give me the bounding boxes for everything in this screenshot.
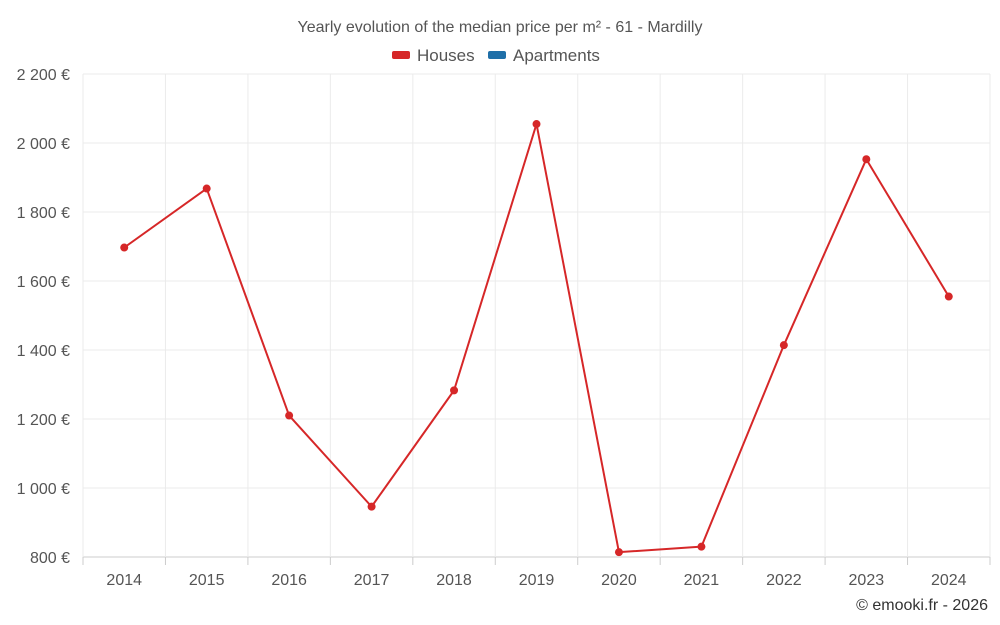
y-tick-label: 1 600 € — [17, 274, 70, 291]
y-tick-label: 2 000 € — [17, 136, 70, 153]
chart-title: Yearly evolution of the median price per… — [298, 19, 703, 36]
y-axis: 800 € 1 000 € 1 200 € 1 400 € 1 600 € 1 800 €… — [17, 67, 70, 567]
x-tick-label: 2016 — [271, 572, 307, 589]
y-tick-label: 800 € — [30, 550, 70, 567]
grid — [82, 73, 991, 558]
x-tick-label: 2024 — [931, 572, 967, 589]
series-houses — [120, 120, 953, 557]
y-tick-label: 1 800 € — [17, 205, 70, 222]
data-point[interactable] — [944, 292, 953, 301]
data-point[interactable] — [779, 341, 788, 350]
legend-label-apartments[interactable]: Apartments — [513, 46, 600, 65]
data-point[interactable] — [532, 120, 541, 129]
y-tick-label: 2 200 € — [17, 67, 70, 84]
legend: Houses Apartments — [392, 46, 600, 65]
data-point[interactable] — [120, 243, 129, 252]
x-tick-label: 2018 — [436, 572, 472, 589]
x-tick-label: 2014 — [106, 572, 142, 589]
x-tick-label: 2021 — [684, 572, 720, 589]
data-point[interactable] — [697, 542, 706, 551]
x-tick-label: 2022 — [766, 572, 802, 589]
x-tick-label: 2015 — [189, 572, 225, 589]
y-tick-label: 1 200 € — [17, 412, 70, 429]
data-point[interactable] — [285, 411, 294, 420]
x-tick-label: 2023 — [849, 572, 885, 589]
x-tick-label: 2019 — [519, 572, 555, 589]
x-axis: 2014 2015 2016 2017 2018 2019 2020 2021 2022 2023… — [82, 557, 991, 589]
data-point[interactable] — [614, 548, 623, 557]
y-tick-label: 1 400 € — [17, 343, 70, 360]
credit: © emooki.fr - 2026 — [856, 597, 988, 614]
legend-label-houses[interactable]: Houses — [417, 46, 475, 65]
data-point[interactable] — [862, 155, 871, 164]
legend-swatch-apartments[interactable] — [488, 51, 506, 59]
data-point[interactable] — [450, 386, 459, 395]
x-tick-label: 2020 — [601, 572, 637, 589]
y-tick-label: 1 000 € — [17, 481, 70, 498]
data-point[interactable] — [202, 184, 211, 193]
x-tick-label: 2017 — [354, 572, 390, 589]
legend-swatch-houses[interactable] — [392, 51, 410, 59]
data-point[interactable] — [367, 502, 376, 511]
